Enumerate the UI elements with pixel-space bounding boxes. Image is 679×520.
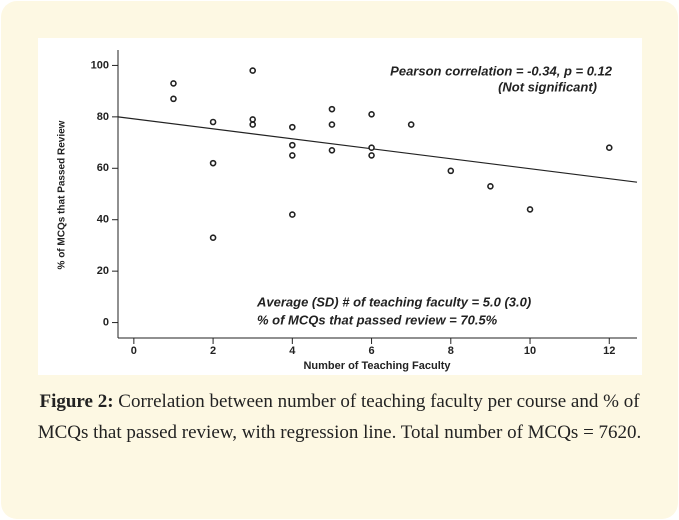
point: [289, 152, 296, 159]
point: [209, 234, 217, 242]
x-tick-label: 8: [448, 345, 454, 357]
point: [447, 167, 455, 175]
point: [249, 116, 257, 123]
point: [487, 182, 494, 190]
x-tick-label: 0: [131, 345, 137, 357]
x-tick-label: 6: [368, 345, 374, 357]
y-tick-label: 100: [91, 59, 109, 71]
point: [328, 121, 336, 128]
y-tick-label: 40: [97, 214, 109, 226]
y-tick-label: 60: [97, 162, 109, 174]
point: [526, 206, 534, 213]
point: [249, 67, 257, 74]
point: [328, 146, 336, 154]
annotation: Pearson correlation = -0.34, p = 0.12: [390, 63, 613, 78]
point: [249, 121, 257, 128]
regression-line: [117, 116, 638, 183]
point: [368, 144, 375, 152]
x-tick-label: 12: [603, 345, 615, 357]
point: [209, 118, 217, 126]
annotation: (Not significant): [498, 79, 597, 94]
point: [328, 105, 336, 113]
x-tick-label: 2: [210, 345, 216, 357]
point: [368, 152, 375, 159]
x-tick-label: 10: [524, 345, 536, 357]
y-axis-label: % of MCQs that Passed Review: [57, 120, 68, 269]
y-tick-label: 20: [97, 265, 109, 277]
y-tick-label: 80: [97, 111, 109, 123]
x-tick-label: 4: [289, 345, 296, 357]
point: [170, 95, 177, 103]
point: [605, 144, 613, 152]
point: [289, 123, 296, 131]
caption: Figure 2: Correlation between number of …: [20, 386, 659, 448]
point: [209, 159, 217, 167]
caption-label: Figure 2:: [39, 391, 114, 412]
point: [368, 110, 375, 118]
point: [289, 141, 296, 149]
x-axis-label: Number of Teaching Faculty: [303, 360, 451, 372]
point: [407, 121, 415, 128]
annotation: % of MCQs that passed review = 70.5%: [257, 312, 498, 327]
chart-area: [38, 38, 642, 375]
y-tick-label: 0: [103, 316, 109, 328]
caption-text: Correlation between number of teaching f…: [37, 391, 642, 443]
point: [170, 80, 177, 87]
annotation: Average (SD) # of teaching faculty = 5.0…: [256, 294, 531, 309]
point: [289, 211, 296, 218]
